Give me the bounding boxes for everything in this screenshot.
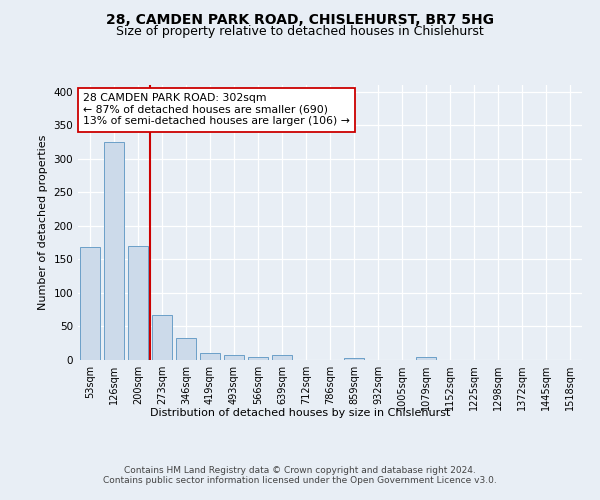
Bar: [272, 354, 292, 360]
Bar: [128, 246, 148, 360]
Y-axis label: Number of detached properties: Number of detached properties: [38, 135, 48, 310]
Text: Contains public sector information licensed under the Open Government Licence v3: Contains public sector information licen…: [103, 476, 497, 485]
Bar: [80, 248, 100, 360]
Bar: [344, 358, 364, 360]
Text: 28, CAMDEN PARK ROAD, CHISLEHURST, BR7 5HG: 28, CAMDEN PARK ROAD, CHISLEHURST, BR7 5…: [106, 12, 494, 26]
Bar: [104, 142, 124, 360]
Text: Size of property relative to detached houses in Chislehurst: Size of property relative to detached ho…: [116, 25, 484, 38]
Bar: [416, 356, 436, 360]
Bar: [200, 354, 220, 360]
Bar: [152, 315, 172, 360]
Text: Distribution of detached houses by size in Chislehurst: Distribution of detached houses by size …: [150, 408, 450, 418]
Text: 28 CAMDEN PARK ROAD: 302sqm
← 87% of detached houses are smaller (690)
13% of se: 28 CAMDEN PARK ROAD: 302sqm ← 87% of det…: [83, 93, 350, 126]
Text: Contains HM Land Registry data © Crown copyright and database right 2024.: Contains HM Land Registry data © Crown c…: [124, 466, 476, 475]
Bar: [176, 338, 196, 360]
Bar: [224, 354, 244, 360]
Bar: [248, 356, 268, 360]
